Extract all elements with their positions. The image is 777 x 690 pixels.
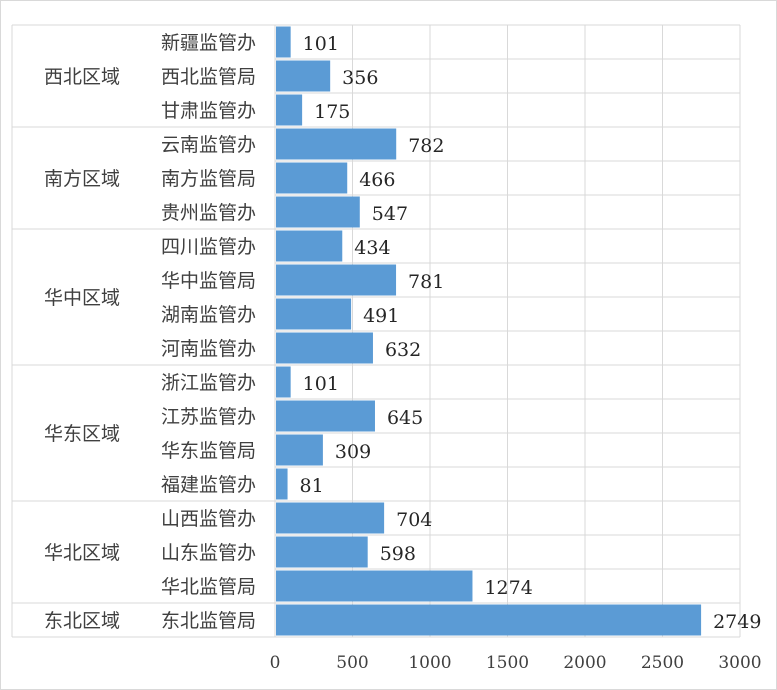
bar	[276, 434, 323, 466]
bar	[276, 230, 343, 262]
bar	[276, 366, 291, 398]
category-label: 江苏监管办	[161, 406, 256, 428]
category-label: 河南监管办	[161, 338, 256, 360]
bar	[276, 570, 473, 602]
data-label: 101	[303, 33, 339, 55]
data-label: 491	[363, 305, 399, 327]
category-label: 西北监管局	[161, 66, 256, 88]
x-tick-label: 2000	[563, 653, 606, 673]
category-label: 云南监管办	[161, 134, 256, 156]
category-label: 福建监管办	[161, 474, 256, 496]
data-label: 175	[314, 101, 350, 123]
group-separators	[11, 24, 275, 638]
category-label: 华北监管局	[161, 576, 256, 598]
data-label: 1274	[484, 577, 532, 599]
x-tick-label: 1500	[486, 653, 529, 673]
category-label: 新疆监管办	[161, 32, 256, 54]
x-tick-label: 2500	[641, 653, 684, 673]
category-label: 湖南监管办	[161, 304, 256, 326]
category-label: 浙江监管办	[161, 372, 256, 394]
x-tick-label: 0	[270, 653, 281, 673]
category-label: 四川监管办	[161, 236, 256, 258]
data-label: 101	[303, 373, 339, 395]
category-label: 甘肃监管办	[161, 100, 256, 122]
group-label: 东北区域	[44, 610, 120, 632]
category-label: 山西监管办	[161, 508, 256, 530]
bar	[276, 162, 348, 194]
data-label: 466	[359, 169, 395, 191]
x-tick-label: 500	[336, 653, 368, 673]
group-label: 西北区域	[44, 66, 120, 88]
bar	[276, 400, 375, 432]
data-label: 309	[335, 441, 371, 463]
bar	[276, 536, 368, 568]
bars	[276, 26, 702, 636]
bar	[276, 128, 397, 160]
data-label: 632	[385, 339, 421, 361]
bar	[276, 604, 702, 636]
group-label: 南方区域	[44, 168, 120, 190]
gridlines	[274, 24, 741, 638]
category-label: 贵州监管办	[161, 202, 256, 224]
bar	[276, 60, 331, 92]
bar	[276, 264, 397, 296]
data-label: 704	[396, 509, 432, 531]
data-label: 2749	[713, 611, 761, 633]
bar	[276, 332, 373, 364]
category-label: 东北监管局	[161, 610, 256, 632]
data-label: 356	[342, 67, 378, 89]
group-label: 华东区域	[44, 423, 120, 445]
data-label: 81	[300, 475, 324, 497]
data-label: 547	[372, 203, 408, 225]
data-label: 645	[387, 407, 423, 429]
bar	[276, 298, 352, 330]
x-tick-label: 1000	[408, 653, 451, 673]
labels: 0 500 1000 1500 2000 2500 3000 西北区域 新疆监管办 101 西北监管…	[44, 32, 762, 673]
bar	[276, 26, 291, 58]
category-label: 南方监管局	[161, 168, 256, 190]
data-label: 598	[380, 543, 416, 565]
bar	[276, 94, 303, 126]
group-label: 华北区域	[44, 542, 120, 564]
data-label: 782	[408, 135, 444, 157]
bar	[276, 196, 360, 228]
category-label: 华中监管局	[161, 270, 256, 292]
bar	[276, 502, 385, 534]
x-tick-label: 3000	[718, 653, 761, 673]
category-label: 山东监管办	[161, 542, 256, 564]
bar	[276, 468, 288, 500]
data-label: 434	[354, 237, 390, 259]
category-label: 华东监管局	[161, 440, 256, 462]
data-label: 781	[408, 271, 444, 293]
group-label: 华中区域	[44, 287, 120, 309]
